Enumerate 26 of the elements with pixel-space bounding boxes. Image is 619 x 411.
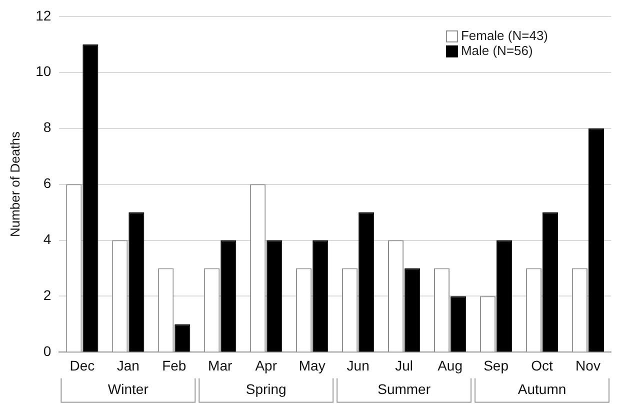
- x-tick-label: Dec: [70, 357, 95, 374]
- x-tick-label: Aug: [438, 357, 463, 374]
- x-tick-label: Sep: [484, 357, 509, 374]
- x-tick-label: Feb: [162, 357, 186, 374]
- y-tick-label: 8: [43, 119, 52, 136]
- x-tick-label: Apr: [255, 357, 278, 374]
- text: Winter: [108, 381, 149, 398]
- y-tick-label: 12: [36, 7, 52, 24]
- x-tick-label: Mar: [208, 357, 233, 374]
- legend-label: Male (N=56): [460, 42, 533, 58]
- y-axis-title: Number of Deaths: [7, 131, 22, 238]
- text: Spring: [246, 381, 286, 398]
- y-tick-label: 10: [36, 63, 52, 80]
- x-tick-label: Nov: [576, 357, 600, 374]
- x-tick-label: Jul: [395, 357, 414, 374]
- x-tick-label: Oct: [531, 357, 554, 374]
- x-tick-label: Jun: [346, 357, 370, 374]
- x-tick-label: May: [298, 357, 326, 374]
- text: Autumn: [518, 381, 566, 398]
- y-tick-label: 6: [43, 175, 52, 192]
- y-tick-label: 0: [43, 343, 52, 360]
- y-tick-label: 2: [43, 287, 52, 304]
- legend-label: Female (N=43): [460, 28, 548, 43]
- x-tick-label: Jan: [116, 357, 140, 374]
- y-tick-label: 4: [43, 231, 52, 248]
- text: Summer: [378, 381, 431, 398]
